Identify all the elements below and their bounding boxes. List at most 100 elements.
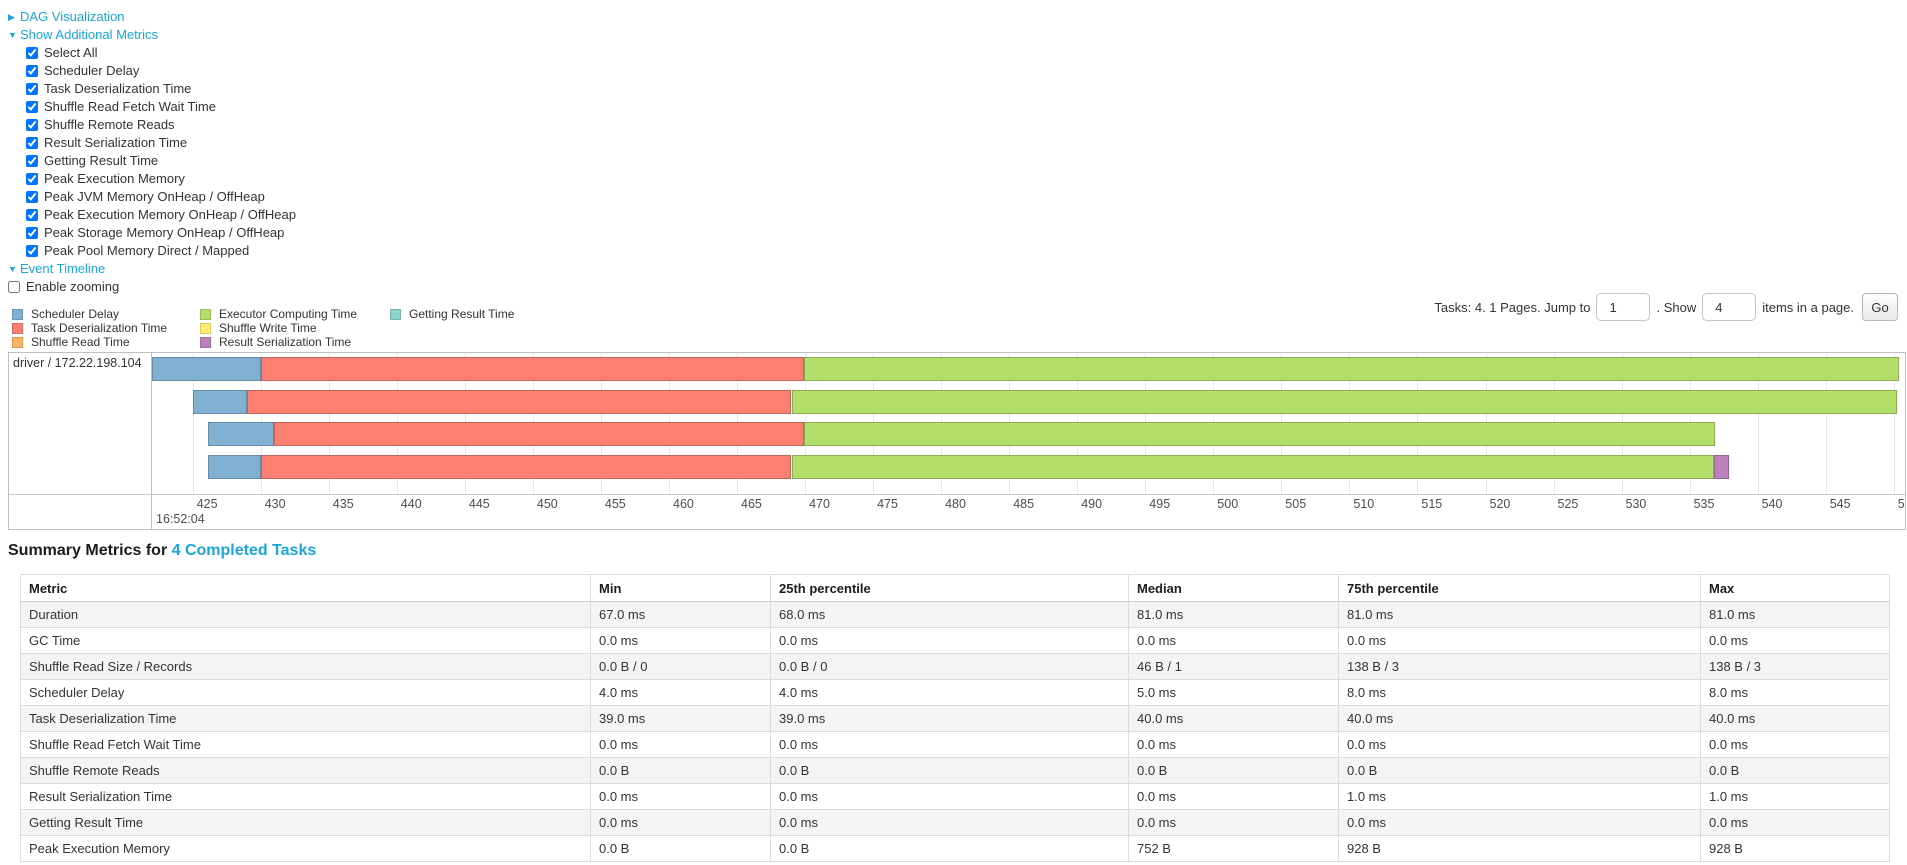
metric-checkbox[interactable] [26, 137, 38, 149]
task-segment-task_deserialization[interactable] [260, 455, 792, 479]
metric-value-cell: 4.0 ms [590, 679, 771, 706]
task-segment-executor_computing[interactable] [791, 455, 1715, 479]
task-segment-scheduler_delay[interactable] [207, 422, 275, 446]
timeline-tick-label: 510 [1353, 497, 1375, 511]
timeline-task-bar[interactable] [152, 357, 1905, 381]
timeline-tick-label: 505 [1285, 497, 1307, 511]
dag-visualization-toggle[interactable]: ▶ DAG Visualization [8, 8, 296, 26]
metric-value-cell: 0.0 B [1128, 757, 1339, 784]
metric-value-cell: 0.0 B [1338, 757, 1701, 784]
metric-checkbox-label: Shuffle Read Fetch Wait Time [44, 99, 216, 114]
metric-value-cell: 0.0 ms [1700, 731, 1890, 758]
timeline-tick-label: 550 [1897, 497, 1905, 511]
metric-checkbox[interactable] [26, 245, 38, 257]
show-additional-metrics-toggle[interactable]: ▼ Show Additional Metrics [8, 26, 296, 44]
timeline-tick-label: 425 [196, 497, 218, 511]
metric-checkbox[interactable] [26, 119, 38, 131]
task-segment-scheduler_delay[interactable] [192, 390, 248, 414]
completed-tasks-link[interactable]: 4 Completed Tasks [171, 542, 317, 559]
metric-checkbox-row: Shuffle Remote Reads [8, 116, 296, 134]
metric-checkbox[interactable] [26, 191, 38, 203]
metric-value-cell: 0.0 ms [590, 731, 771, 758]
metric-value-cell: 928 B [1338, 835, 1701, 862]
items-per-page-input[interactable] [1702, 293, 1757, 321]
task-segment-executor_computing[interactable] [803, 357, 1900, 381]
metric-value-cell: 8.0 ms [1700, 679, 1890, 706]
metric-checkbox-label: Peak Pool Memory Direct / Mapped [44, 243, 250, 258]
timeline-task-bar[interactable] [152, 390, 1905, 414]
jump-to-page-input[interactable] [1596, 293, 1651, 321]
task-segment-task_deserialization[interactable] [247, 390, 792, 414]
metric-checkbox-label: Getting Result Time [44, 153, 159, 168]
timeline-task-bar[interactable] [152, 422, 1905, 446]
metric-checkbox[interactable] [26, 173, 38, 185]
metric-checkbox-label: Result Serialization Time [44, 135, 188, 150]
task-segment-executor_computing[interactable] [803, 422, 1716, 446]
legend-item-getting_result: Getting Result Time [390, 307, 514, 321]
metric-checkbox-label: Scheduler Delay [44, 63, 140, 78]
metric-value-cell: 0.0 B / 0 [590, 653, 771, 680]
metric-checkbox[interactable] [26, 83, 38, 95]
metric-value-cell: 138 B / 3 [1700, 653, 1890, 680]
summary-table-row: GC Time 0.0 ms 0.0 ms 0.0 ms 0.0 ms 0.0 ms [20, 627, 1890, 654]
metric-value-cell: 40.0 ms [1338, 705, 1701, 732]
metric-value-cell: 0.0 ms [770, 731, 1129, 758]
task-segment-executor_computing[interactable] [791, 390, 1897, 414]
go-button[interactable]: Go [1862, 293, 1898, 321]
legend-label: Shuffle Read Time [31, 335, 130, 349]
timeline-tick-label: 460 [673, 497, 694, 511]
legend-column: Scheduler Delay Task Deserialization Time… [12, 307, 167, 349]
timeline-tick-label: 490 [1081, 497, 1103, 511]
legend-swatch-icon [200, 308, 211, 320]
show-additional-metrics-link[interactable]: Show Additional Metrics [20, 27, 159, 42]
metric-checkbox-label: Task Deserialization Time [44, 81, 192, 96]
summary-metrics-heading: Summary Metrics for 4 Completed Tasks [8, 542, 316, 560]
task-segment-result_serialization[interactable] [1714, 455, 1730, 479]
metric-value-cell: 81.0 ms [1128, 601, 1339, 628]
metric-checkbox[interactable] [26, 227, 38, 239]
timeline-tick-label: 430 [264, 497, 286, 511]
legend-column: Executor Computing Time Shuffle Write Tim… [200, 307, 357, 349]
metric-checkbox[interactable] [26, 65, 38, 77]
task-pagination: Tasks: 4. 1 Pages. Jump to . Show items … [1434, 291, 1898, 323]
enable-zooming-checkbox[interactable] [8, 281, 20, 293]
task-segment-task_deserialization[interactable] [260, 357, 804, 381]
summary-column-header: 75th percentile [1338, 574, 1701, 602]
legend-swatch-icon [12, 322, 23, 334]
metric-checkbox-row: Select All [8, 44, 296, 62]
metric-name-cell: Result Serialization Time [20, 783, 591, 810]
metric-checkbox[interactable] [26, 209, 38, 221]
timeline-tick-label: 470 [809, 497, 830, 511]
metric-checkbox-label: Peak Execution Memory OnHeap / OffHeap [44, 207, 296, 222]
metric-value-cell: 40.0 ms [1700, 705, 1890, 732]
metric-name-cell: Scheduler Delay [20, 679, 591, 706]
metric-value-cell: 0.0 ms [590, 783, 771, 810]
task-segment-scheduler_delay[interactable] [152, 357, 261, 381]
metric-value-cell: 0.0 ms [770, 783, 1129, 810]
metric-checkbox[interactable] [26, 47, 38, 59]
event-timeline-link[interactable]: Event Timeline [20, 261, 106, 276]
legend-label: Scheduler Delay [31, 307, 120, 321]
metric-value-cell: 5.0 ms [1128, 679, 1339, 706]
metric-checkbox-label: Select All [44, 45, 98, 60]
task-segment-scheduler_delay[interactable] [207, 455, 261, 479]
pagination-tasks-label: Tasks: 4. 1 Pages. Jump to [1434, 299, 1591, 315]
metric-checkbox[interactable] [26, 101, 38, 113]
metric-value-cell: 0.0 B [590, 835, 771, 862]
metric-name-cell: Shuffle Remote Reads [20, 757, 591, 784]
legend-item-executor_computing: Executor Computing Time [200, 307, 357, 321]
legend-column: Getting Result Time [390, 307, 514, 321]
metric-checkbox[interactable] [26, 155, 38, 167]
metric-value-cell: 0.0 ms [770, 809, 1129, 836]
timeline-plot-area[interactable]: 425 430 435 440 445 450 455 460 465 470 475 480 485 4… [152, 353, 1905, 529]
legend-label: Result Serialization Time [219, 335, 352, 349]
metric-value-cell: 39.0 ms [590, 705, 771, 732]
timeline-tick-label: 485 [1013, 497, 1035, 511]
timeline-gridline [1893, 353, 1895, 494]
timeline-task-bar[interactable] [152, 455, 1905, 479]
legend-swatch-icon [200, 336, 211, 348]
dag-visualization-link[interactable]: DAG Visualization [20, 9, 125, 24]
task-segment-task_deserialization[interactable] [274, 422, 804, 446]
timeline-axis-line [9, 494, 1905, 495]
event-timeline-toggle[interactable]: ▼ Event Timeline [8, 260, 296, 278]
